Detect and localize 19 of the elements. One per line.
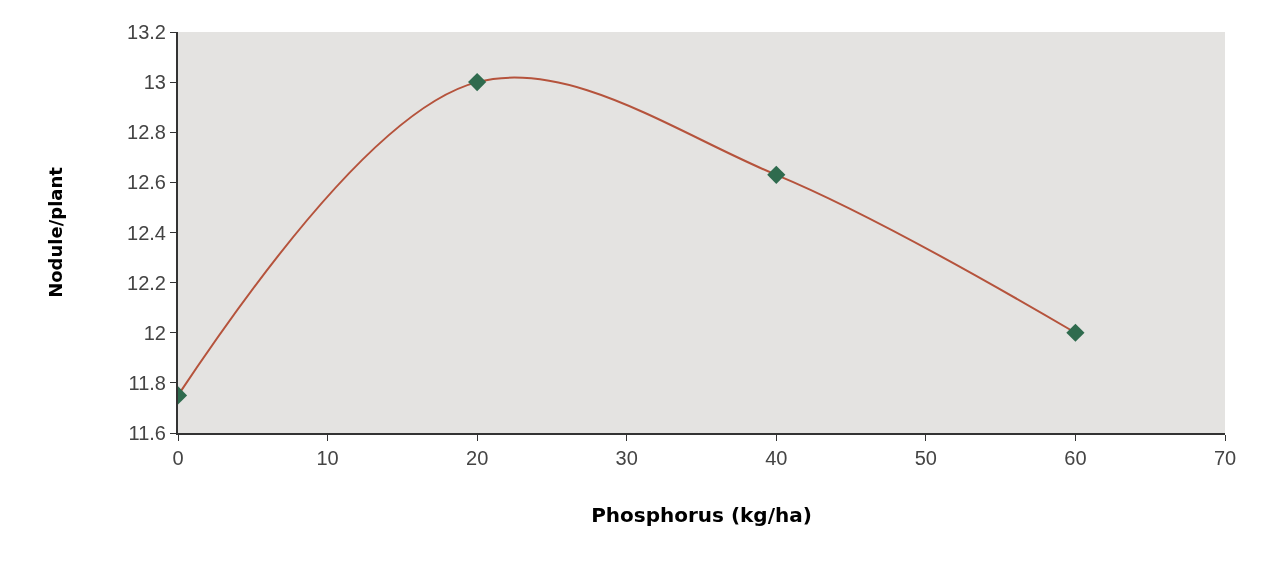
x-tick-label: 20 xyxy=(466,447,489,469)
y-tick-label: 11.6 xyxy=(128,422,166,444)
x-tick-label: 40 xyxy=(765,447,788,469)
y-tick-label: 13 xyxy=(143,71,166,94)
x-tick-label: 70 xyxy=(1213,447,1237,469)
y-tick-label: 13.2 xyxy=(127,21,166,43)
y-tick-label: 11.8 xyxy=(128,371,166,394)
y-tick-label: 12.6 xyxy=(127,171,166,194)
x-tick-label: 30 xyxy=(615,447,638,469)
y-tick-label: 12.4 xyxy=(127,221,166,244)
y-tick-label: 12 xyxy=(143,321,166,344)
x-tick-label: 10 xyxy=(316,447,339,469)
x-tick-label: 0 xyxy=(172,447,184,469)
y-tick-label: 12.8 xyxy=(127,121,166,144)
x-tick-label: 60 xyxy=(1064,447,1087,469)
x-tick-label: 50 xyxy=(914,447,937,469)
x-axis-title: Phosphorus (kg/ha) xyxy=(591,503,812,527)
y-axis-title: Nodule/plant xyxy=(44,166,66,298)
y-tick-label: 12.2 xyxy=(127,271,166,294)
